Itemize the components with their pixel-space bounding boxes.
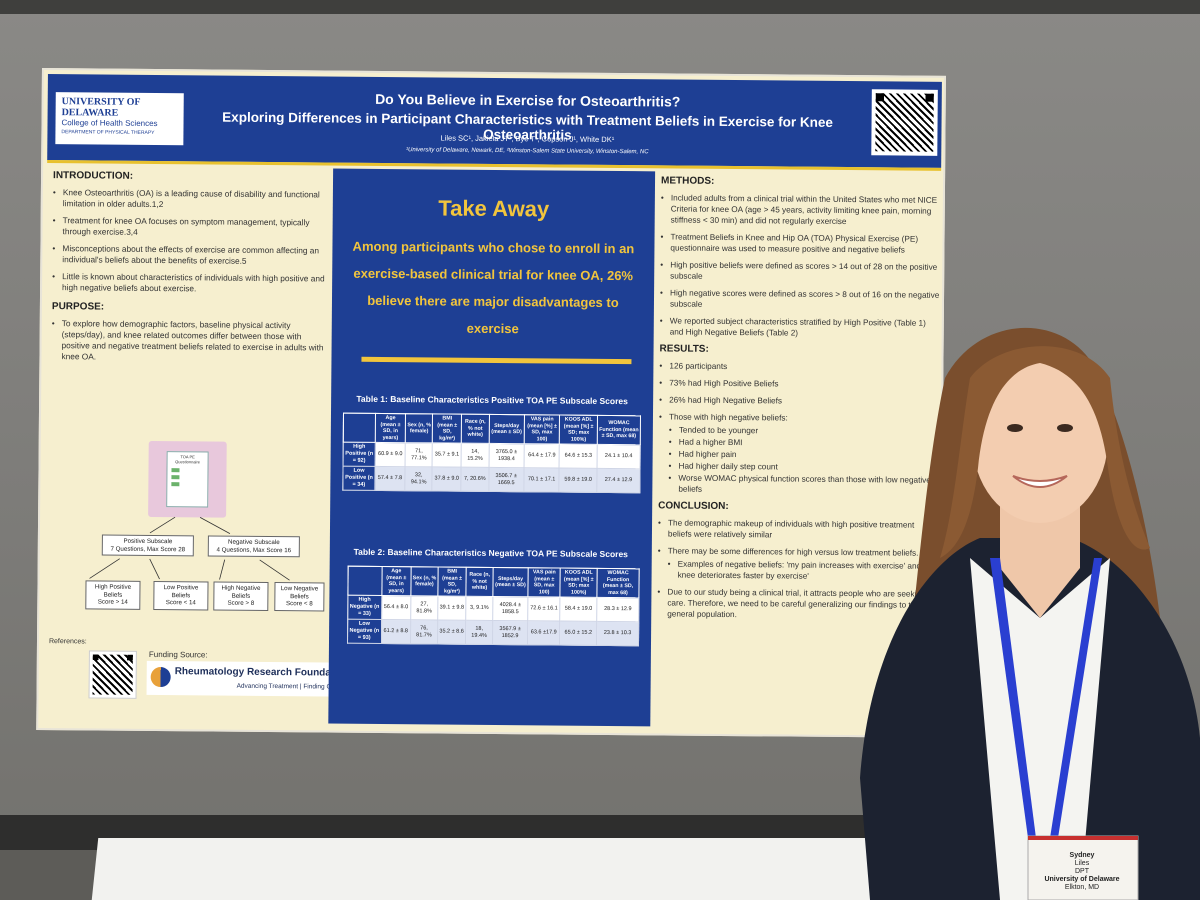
table-row: High Negative (n = 33) 56.4 ± 8.0 27, 81.8…	[347, 595, 639, 622]
takeaway-divider	[361, 356, 632, 365]
list-item: High negative scores were defined as sco…	[660, 287, 940, 311]
introduction-heading: INTRODUCTION:	[53, 170, 134, 182]
positive-subscale-box: Positive Subscale 7 Questions, Max Score…	[101, 534, 194, 557]
university-logo: UNIVERSITY OF DELAWARE College of Health…	[55, 92, 184, 146]
introduction-list: Knee Osteoarthritis (OA) is a leading ca…	[52, 187, 328, 295]
list-item: Treatment for knee OA focuses on symptom…	[53, 215, 328, 239]
funding-logo: Rheumatology Research Foundation Advanci…	[146, 660, 349, 697]
name-badge: Sydney Liles DPT University of Delaware …	[1044, 852, 1120, 891]
low-positive-box: Low Positive Beliefs Score < 14	[153, 580, 209, 610]
white-table	[91, 838, 909, 900]
qr-code-icon	[871, 89, 938, 156]
table-row: Low Positive (n = 34) 57.4 ± 7.8 32, 94.1%…	[342, 466, 641, 493]
list-item: Included adults from a clinical trial wi…	[661, 192, 941, 227]
purpose-list: To explore how demographic factors, base…	[51, 318, 326, 364]
list-item: To explore how demographic factors, base…	[51, 318, 326, 364]
high-positive-box: High Positive Beliefs Score > 14	[85, 580, 141, 610]
table1-caption: Table 1: Baseline Characteristics Positi…	[356, 393, 628, 407]
qr-code-icon	[88, 650, 137, 699]
board-frame-top	[0, 0, 1200, 14]
table1: Age (mean ± SD, in years) Sex (n, % femal…	[342, 412, 641, 494]
list-item: Misconceptions about the effects of exer…	[52, 243, 327, 267]
subscale-flowchart: TOA PE Questionnaire Positive Subscale 7…	[49, 432, 326, 614]
list-item: Knee Osteoarthritis (OA) is a leading ca…	[53, 187, 328, 211]
list-item: Treatment Beliefs in Knee and Hip OA (TO…	[660, 231, 940, 255]
table-row: Low Negative (n = 93) 61.2 ± 8.8 76, 81.7%…	[347, 619, 639, 646]
takeaway-message: Among participants who chose to enroll i…	[352, 238, 635, 337]
presenter-person	[860, 327, 1200, 900]
rrf-logo-icon	[150, 666, 171, 688]
list-item: Little is known about characteristics of…	[52, 271, 327, 295]
research-poster: UNIVERSITY OF DELAWARE College of Health…	[36, 68, 946, 738]
flow-arrows	[89, 516, 290, 581]
takeaway-heading: Take Away	[438, 195, 550, 222]
poster-title: Do You Believe in Exercise for Osteoarth…	[375, 90, 681, 110]
methods-heading: METHODS:	[660, 175, 715, 187]
low-negative-box: Low Negative Beliefs Score < 8	[274, 582, 325, 611]
table2: Age (mean ± SD, in years) Sex (n, % femal…	[346, 565, 640, 647]
references-label: References:	[48, 638, 87, 646]
high-negative-box: High Negative Beliefs Score > 8	[213, 581, 269, 611]
negative-subscale-box: Negative Subscale 4 Questions, Max Score…	[207, 535, 300, 558]
poster-header: UNIVERSITY OF DELAWARE College of Health…	[47, 74, 942, 168]
list-item: High positive beliefs were defined as sc…	[660, 259, 940, 283]
poster-affiliations: ¹University of Delaware, Newark, DE, ²Wi…	[406, 147, 649, 156]
purpose-heading: PURPOSE:	[51, 301, 105, 313]
left-column: INTRODUCTION: Knee Osteoarthritis (OA) i…	[48, 170, 328, 727]
funding-label: Funding Source:	[148, 649, 208, 660]
table2-caption: Table 2: Baseline Characteristics Negati…	[353, 546, 628, 560]
table-row: High Positive (n = 92) 60.9 ± 9.0 71, 77.1…	[343, 442, 641, 469]
takeaway-panel: Take Away Among participants who chose t…	[328, 168, 656, 727]
